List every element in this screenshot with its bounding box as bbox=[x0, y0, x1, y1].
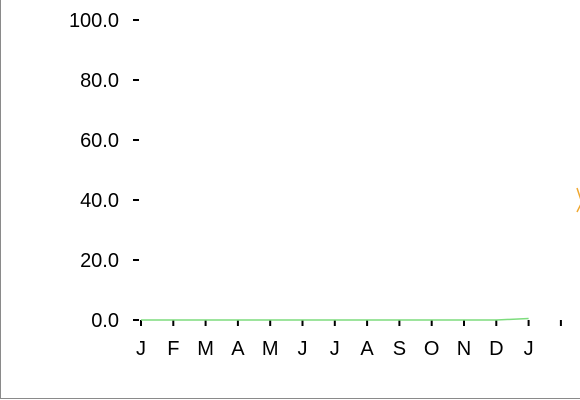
y-tick-label: 40.0 bbox=[80, 190, 119, 212]
x-tick-label: J bbox=[136, 338, 146, 360]
partial-marker-glyph bbox=[576, 187, 580, 213]
x-tick-label: O bbox=[424, 338, 440, 360]
x-tick-label: N bbox=[457, 338, 471, 360]
partial-marker bbox=[576, 187, 580, 213]
x-tick-label: D bbox=[489, 338, 503, 360]
y-tick-label: 100.0 bbox=[69, 10, 119, 32]
y-tick-label: 0.0 bbox=[91, 310, 119, 332]
y-tick-label: 20.0 bbox=[80, 250, 119, 272]
y-tick-label: 60.0 bbox=[80, 130, 119, 152]
x-tick-label: F bbox=[167, 338, 179, 360]
x-tick-label: J bbox=[524, 338, 534, 360]
y-axis: 0.0 20.0 40.0 60.0 80.0 100.0 bbox=[69, 10, 139, 332]
x-tick-label: S bbox=[393, 338, 406, 360]
series-line bbox=[141, 317, 529, 321]
x-tick-label: J bbox=[330, 338, 340, 360]
y-tick-label: 80.0 bbox=[80, 70, 119, 92]
x-tick-label: J bbox=[298, 338, 308, 360]
x-tick-label: A bbox=[231, 338, 245, 360]
x-tick-label: M bbox=[262, 338, 279, 360]
x-tick-label: M bbox=[197, 338, 214, 360]
x-tick-label: A bbox=[360, 338, 374, 360]
series-layer bbox=[141, 317, 529, 321]
